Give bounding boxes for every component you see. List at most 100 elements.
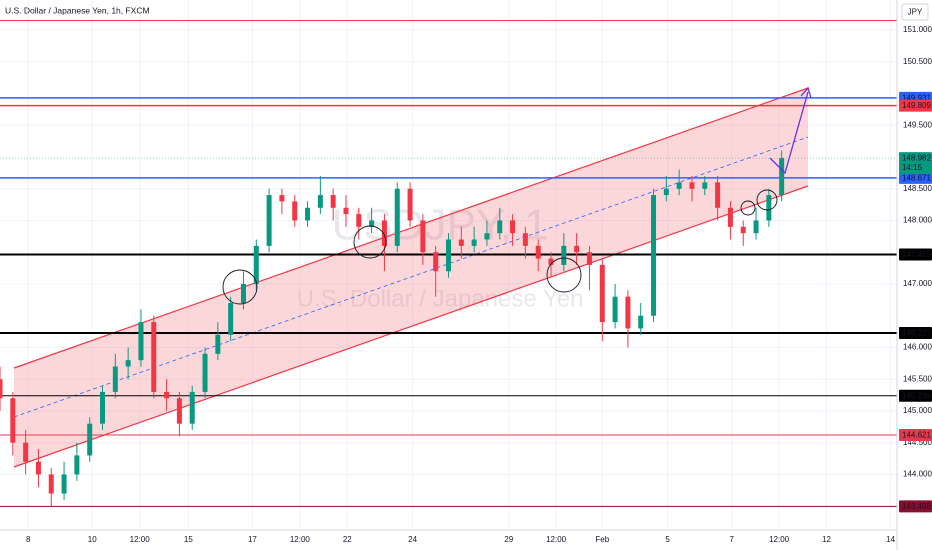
candle-body [586,252,592,265]
candle-body [599,264,605,323]
candle-body [100,391,106,424]
level-label-box [899,500,932,513]
level-label: 149.809 [902,101,931,110]
level-label-box [899,429,932,442]
candle-body [240,283,246,304]
candle-body [330,195,336,208]
x-tick-label: 17 [248,535,257,544]
y-tick-label: 148.500 [903,184,932,193]
level-label: 143.498 [902,502,931,511]
candle-body [702,182,708,189]
candle-body [176,398,182,424]
candles [0,150,785,507]
candle-body [215,334,221,354]
x-tick-label: 24 [408,535,417,544]
candle-body [779,158,785,196]
chart-title: U.S. Dollar / Japanese Yen, 1h, FXCM [5,5,150,15]
candle-body [740,226,746,234]
level-label: 145.239 [902,391,931,400]
grid [0,0,897,530]
candle-body [766,195,772,221]
level-label-box [899,389,932,402]
candle-body [305,207,311,221]
candle-body [625,296,631,329]
x-tick-label: 10 [88,535,97,544]
level-label-box [899,99,932,112]
circle [222,269,258,305]
candle-body [125,360,131,367]
currency-box [901,3,929,21]
candle-body [381,220,387,246]
candle-body [87,423,93,456]
candle-body [446,239,451,272]
level-label-box [899,248,932,261]
level-label: 148.671 [902,173,931,182]
countdown: 14:15 [902,163,923,172]
candle-body [35,461,41,475]
x-tick-label: 8 [26,535,31,544]
candle-body [356,214,362,227]
x-tick-label: 5 [665,535,670,544]
x-tick-label: 12:00 [546,535,567,544]
candle-body [23,442,29,462]
candle-body [48,474,54,494]
level-label-box [899,171,932,184]
channel-lower [13,185,809,468]
candle-body [471,239,477,246]
candle-body [497,220,503,234]
candle-body [753,220,759,234]
level-label: 149.931 [902,93,931,102]
candle-body [484,233,490,240]
candle-body [279,195,285,202]
candle-body [612,296,618,323]
candle-body [663,188,669,196]
candle-body [522,233,528,246]
level-label: 146.227 [902,329,931,338]
candle-body [317,195,323,208]
y-tick-label: 146.000 [903,343,932,352]
candle-body [253,245,259,284]
circles [222,189,778,305]
y-tick-label: 144.000 [903,470,932,479]
y-tick-label: 145.500 [903,374,932,383]
candle-body [689,182,695,189]
candle-body [574,245,580,253]
candle-body [151,322,157,392]
x-tick-label: 22 [343,535,352,544]
candle-body [164,391,170,399]
candle-body [138,322,144,361]
axis-labels: 151.000 150.500 149.500 148.500 148.000 147.0… [26,25,932,544]
candle-body [266,195,272,246]
channel-upper [13,87,809,369]
x-tick-label: 12:00 [769,535,790,544]
candle-body [394,188,400,246]
x-tick-label: 12:00 [130,535,151,544]
candle-body [407,188,413,221]
level-label-box [899,327,932,340]
level-label: 147.465 [902,250,931,259]
y-tick-label: 145.000 [903,406,932,415]
x-tick-label: 12:00 [290,535,311,544]
candle-body [343,207,349,215]
x-tick-label: 14 [886,535,895,544]
candle-body [638,315,644,329]
candle-body [561,245,567,265]
circle [756,189,778,211]
candle-body [10,398,16,443]
y-tick-label: 148.000 [903,216,932,225]
y-tick-label: 144.500 [903,438,932,447]
candle-body [676,182,682,189]
y-tick-label: 149.500 [903,120,932,129]
circle [353,225,387,259]
candle-body [0,379,3,399]
price-axis [897,0,932,550]
candle-body [651,195,657,316]
last-price-label: 148.982 [902,154,931,163]
candle-body [727,207,733,227]
circle [740,200,756,216]
candle-body [292,201,298,221]
x-tick-label: Feb [595,535,609,544]
candle-body [715,182,721,208]
candle-body [189,391,195,424]
